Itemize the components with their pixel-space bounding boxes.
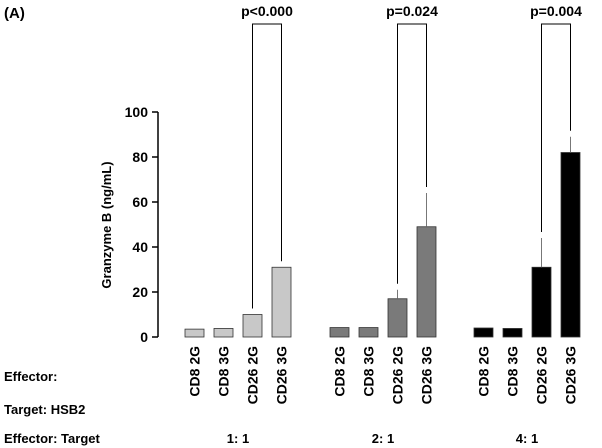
bar <box>502 328 523 338</box>
bar <box>213 328 234 338</box>
bar <box>531 266 552 338</box>
panel-label: (A) <box>4 5 25 22</box>
significance-bracket <box>252 23 282 309</box>
row-label-target: Target: HSB2 <box>4 402 85 417</box>
y-tick-label: 100 <box>125 104 149 120</box>
category-label: CD8 2G <box>187 346 203 397</box>
category-label: CD8 2G <box>332 346 348 397</box>
category-label: CD8 3G <box>505 346 521 397</box>
bar <box>271 266 292 338</box>
p-value-label: p=0.024 <box>386 3 438 19</box>
bar <box>242 314 263 338</box>
p-value-label: p<0.000 <box>241 3 293 19</box>
category-label: CD8 2G <box>476 346 492 397</box>
plot-area: 0 20 40 60 80 100 CD8 2G CD8 3G CD26 2G CD26 3G p<… <box>125 3 582 446</box>
y-axis-label: Granzyme B (ng/mL) <box>99 161 114 288</box>
bar <box>560 152 581 338</box>
ratio-label: 1: 1 <box>227 431 249 446</box>
category-label: CD26 3G <box>419 346 435 404</box>
p-value-label: p=0.004 <box>530 3 582 19</box>
y-tick-label: 60 <box>132 194 148 210</box>
bar <box>416 226 437 338</box>
category-label: CD26 2G <box>534 346 550 404</box>
bar <box>387 298 408 338</box>
ratio-label: 4: 1 <box>516 431 538 446</box>
significance-bracket <box>541 23 571 232</box>
row-label-effector-target: Effector: Target <box>4 431 100 446</box>
category-label: CD26 2G <box>390 346 406 404</box>
bar <box>473 327 494 338</box>
y-tick-label: 20 <box>132 284 148 300</box>
y-tick-label: 80 <box>132 149 148 165</box>
ratio-label: 2: 1 <box>372 431 394 446</box>
row-label-effector: Effector: <box>4 369 57 384</box>
bar <box>184 328 205 338</box>
category-label: CD8 3G <box>361 346 377 397</box>
category-label: CD26 3G <box>274 346 290 404</box>
y-tick-label: 0 <box>140 329 148 345</box>
bar <box>358 327 379 338</box>
category-label: CD8 3G <box>216 346 232 397</box>
category-label: CD26 2G <box>245 346 261 404</box>
y-tick-label: 40 <box>132 239 148 255</box>
category-label: CD26 3G <box>563 346 579 404</box>
bar <box>329 327 350 338</box>
significance-bracket <box>397 23 427 284</box>
